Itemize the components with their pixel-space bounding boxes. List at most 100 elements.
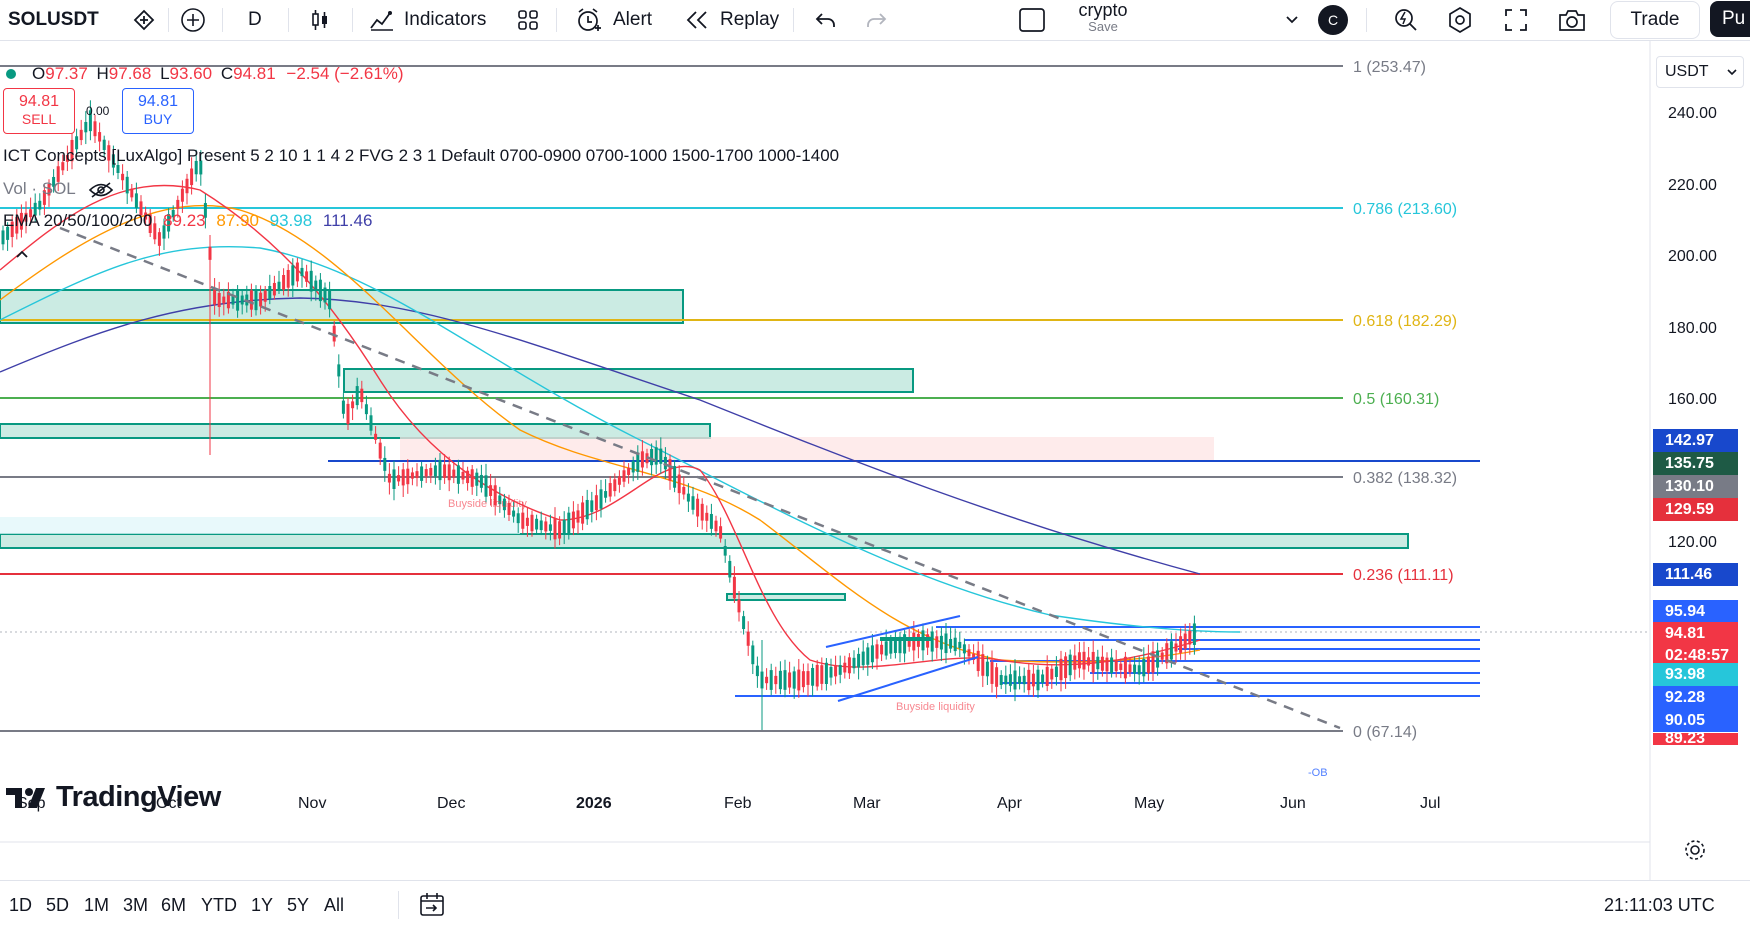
candle-body (157, 232, 161, 246)
candle-body (852, 657, 856, 669)
volume-legend[interactable]: Vol · SOL (3, 179, 114, 199)
range-button-6m[interactable]: 6M (161, 894, 187, 915)
open-value: 97.37 (45, 64, 88, 83)
zone-0 (0, 289, 684, 324)
high-label: H (96, 64, 109, 83)
sell-price: 94.81 (18, 93, 60, 110)
add-symbol-button[interactable] (177, 3, 209, 37)
candle-body (820, 665, 824, 684)
candle-body (502, 498, 506, 511)
candle-body (259, 292, 263, 307)
candle-body (185, 178, 189, 194)
snapshot-button[interactable] (1556, 3, 1588, 37)
fullscreen-button[interactable] (1500, 3, 1532, 37)
interval-button[interactable]: D (248, 0, 262, 40)
candle-body (461, 471, 465, 480)
eye-hidden-icon[interactable] (88, 181, 114, 199)
ema-label: EMA 20/50/100/200 (3, 211, 153, 230)
price-axis-label: 200.00 (1668, 248, 1717, 265)
price-axis-label: 120.00 (1668, 534, 1717, 551)
alert-button[interactable]: Alert (575, 0, 652, 40)
chevron-up-icon (16, 250, 28, 258)
candle-body (1165, 643, 1169, 664)
candle-body (323, 287, 327, 303)
collapse-legend-button[interactable] (14, 247, 30, 265)
replay-icon (686, 11, 707, 29)
trade-button[interactable]: Trade (1610, 1, 1700, 39)
candle-body (1059, 658, 1063, 681)
chart-settings-button[interactable] (1683, 838, 1707, 867)
candle-body (24, 212, 28, 222)
range-button-1m[interactable]: 1M (84, 894, 110, 915)
publish-button[interactable]: Pu (1710, 1, 1750, 37)
candle-body (1188, 630, 1192, 645)
low-value: 93.60 (169, 64, 213, 83)
replay-button[interactable]: Replay (684, 0, 779, 40)
bottom-toolbar: 1D 5D 1M 3M 6M YTD 1Y 5Y All 21:11:03 UTC (0, 880, 1750, 929)
candle-body (447, 464, 451, 481)
candle-body (1142, 658, 1146, 677)
time-axis-label: Nov (298, 795, 327, 812)
candle-body (898, 636, 902, 654)
candle-body (493, 485, 497, 506)
fib-label: 0.5 (160.31) (1353, 391, 1439, 408)
candle-body (272, 282, 276, 296)
candle-body (15, 217, 19, 234)
range-button-5d[interactable]: 5D (46, 894, 70, 915)
candle-body (732, 576, 736, 599)
diamond-plus-icon (133, 9, 155, 31)
currency-label: USDT (1665, 63, 1709, 80)
range-button-ytd[interactable]: YTD (201, 894, 237, 915)
candle-body (686, 493, 690, 502)
avatar[interactable]: C (1318, 5, 1348, 35)
candle-body (691, 496, 695, 510)
range-button-all[interactable]: All (324, 894, 345, 915)
tradingview-logo[interactable]: TradingView (6, 781, 221, 814)
price-tag: 142.97 (1653, 429, 1738, 452)
candle-body (1110, 657, 1114, 674)
layout-name-button[interactable]: crypto Save (1060, 0, 1146, 40)
candle-body (875, 644, 879, 659)
candle-body (52, 176, 56, 187)
time-axis-label: Oct (156, 795, 181, 812)
price-axis-label: 220.00 (1668, 177, 1717, 194)
range-button-1y[interactable]: 1Y (251, 894, 274, 915)
candle-body (774, 675, 778, 685)
candle-body (226, 291, 230, 309)
layout-button[interactable] (1014, 3, 1050, 37)
candle-body (801, 671, 805, 688)
redo-button[interactable] (860, 3, 892, 37)
candle-body (346, 403, 350, 425)
utc-clock[interactable]: 21:11:03 UTC (1604, 894, 1715, 915)
chart-type-button[interactable] (304, 3, 336, 37)
candle-body (815, 664, 819, 687)
quick-search-button[interactable] (1390, 3, 1422, 37)
ema-legend[interactable]: EMA 20/50/100/200 89.23 87.90 93.98 111.… (3, 211, 372, 231)
square-layout-icon (1019, 8, 1045, 32)
range-button-1d[interactable]: 1D (9, 894, 33, 915)
symbol-search-button[interactable]: SOLUSDT (8, 0, 99, 40)
candle-body (199, 160, 203, 175)
undo-button[interactable] (810, 3, 842, 37)
ict-concepts-legend[interactable]: ICT Concepts [LuxAlgo] Present 5 2 10 1 … (3, 146, 840, 165)
sell-button[interactable]: 94.81 SELL (3, 88, 75, 134)
templates-button[interactable] (512, 3, 544, 37)
settings-button[interactable] (1444, 3, 1476, 37)
go-to-date-button[interactable] (418, 891, 448, 924)
candle-body (769, 670, 773, 690)
indicators-button[interactable]: Indicators (368, 0, 486, 40)
candle-body (415, 471, 419, 479)
candle-body (125, 176, 129, 194)
layout-dropdown-button[interactable] (1285, 3, 1299, 37)
range-button-3m[interactable]: 3M (123, 894, 149, 915)
candle-body (369, 415, 373, 431)
compare-symbol-button[interactable] (128, 3, 160, 37)
price-tag: 02:48:57 (1653, 644, 1738, 667)
layout-save-status: Save (1088, 19, 1118, 34)
currency-select[interactable]: USDT (1656, 56, 1744, 88)
range-button-5y[interactable]: 5Y (287, 894, 310, 915)
price-chart[interactable]: 1 (253.47) 0.786 (213.60) 0.618 (182.29) 0.… (0, 40, 1750, 928)
time-axis-label: Feb (724, 795, 752, 812)
buy-button[interactable]: 94.81 BUY (122, 88, 194, 134)
candle-body (47, 183, 51, 196)
